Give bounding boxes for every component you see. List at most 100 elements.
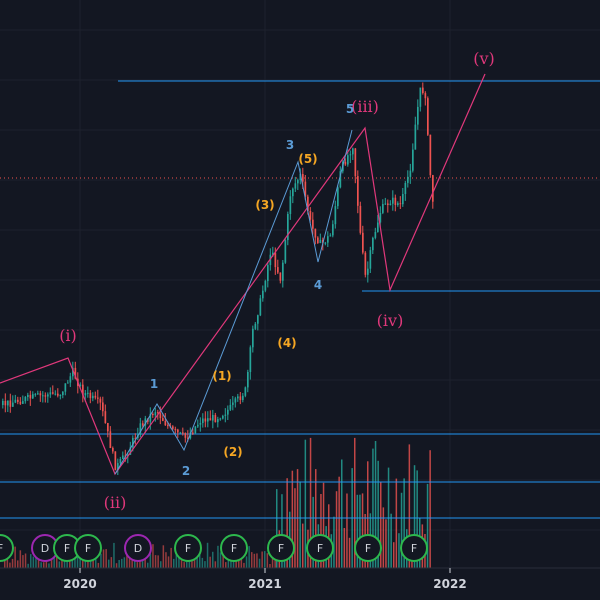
candle-body [357, 176, 359, 206]
candle-body [382, 204, 384, 213]
volume-bar [348, 537, 351, 568]
candle-body [312, 219, 314, 229]
volume-bar [416, 470, 418, 568]
volume-bar [100, 553, 102, 568]
candle-body [379, 213, 382, 223]
candle-body [82, 384, 84, 396]
candle-body [387, 203, 389, 205]
candle-body [7, 400, 9, 406]
wave-lines-layer[interactable] [0, 73, 486, 476]
candle-body [57, 393, 59, 396]
volume-bar [312, 496, 314, 568]
event-marker-label: F [64, 542, 70, 555]
volume-bar [110, 557, 113, 568]
volume-bar [346, 493, 348, 568]
candle-body [327, 236, 329, 243]
volume-bar [102, 549, 105, 568]
volume-bar [201, 557, 204, 568]
candle-body [64, 383, 67, 392]
candle-body [402, 194, 404, 205]
volume-bar [149, 554, 152, 568]
volume-bar [248, 546, 250, 568]
candle-body [262, 290, 264, 299]
wave-label-orange: (2) [223, 445, 242, 459]
volume-bar [356, 494, 359, 568]
candle-body [129, 447, 132, 455]
volume-bar [328, 504, 330, 568]
candle-body [237, 396, 239, 399]
candle-body [102, 402, 104, 412]
candle-body [94, 395, 97, 398]
candle-body [152, 413, 154, 416]
volume-bar [121, 558, 123, 568]
candle-body [159, 413, 162, 419]
volume-bar [377, 460, 379, 568]
candle-body [109, 431, 112, 448]
candle-body [69, 376, 72, 383]
candle-body [242, 395, 244, 400]
candle-body [247, 372, 249, 388]
candle-body [337, 187, 339, 207]
candle-body [229, 404, 232, 410]
volume-bar [315, 469, 317, 568]
candle-body [264, 281, 267, 291]
candle-body [297, 180, 299, 184]
volume-bar [115, 563, 118, 568]
volume-bar [320, 494, 322, 568]
event-marker-label: F [317, 542, 323, 555]
candle-body [9, 400, 12, 407]
candle-body [344, 161, 347, 165]
volume-bar [408, 444, 411, 568]
candle-body [144, 418, 147, 426]
volume-bar [40, 562, 42, 568]
candle-body [384, 203, 387, 205]
candle-body [234, 398, 237, 403]
earnings-marker [74, 534, 102, 562]
candle-body [107, 423, 109, 432]
candle-body [417, 106, 419, 125]
secondary-wave-line [114, 129, 353, 475]
candle-body [199, 423, 202, 425]
candle-body [374, 231, 377, 238]
candle-body [307, 196, 309, 211]
wave-label-blue: 3 [286, 138, 294, 152]
x-tick-label: 2021 [248, 577, 281, 591]
volume-bar [304, 439, 307, 568]
volume-bar [225, 562, 227, 568]
event-markers-layer[interactable]: FDFFDFFFFFF [0, 534, 428, 562]
event-marker-label: D [41, 542, 49, 555]
volume-bar [141, 555, 144, 568]
volume-bar [32, 556, 35, 568]
candle-body [299, 174, 302, 181]
candle-body [349, 154, 352, 156]
volume-bar [276, 489, 278, 568]
event-marker-label: D [134, 542, 142, 555]
candle-body [409, 170, 412, 177]
volume-bar [105, 549, 107, 568]
candle-body [34, 394, 37, 396]
candle-body [239, 396, 242, 400]
wave-labels-layer: (i) (ii) (iii) (iv) (v) (1) (2) (3) (4) (5) 1 2 3 4 5 [59, 49, 495, 512]
volume-bar [30, 554, 32, 568]
candle-body [164, 420, 167, 426]
candle-body [347, 155, 349, 165]
candle-body [209, 418, 212, 421]
candle-body [44, 395, 47, 397]
volume-bar [14, 546, 16, 568]
volume-bar [294, 488, 296, 568]
candle-body [422, 87, 424, 93]
volume-bar [193, 556, 196, 568]
volume-bar [258, 558, 261, 568]
volume-bar [144, 556, 146, 568]
candle-body [27, 394, 29, 397]
horizontal-lines-layer[interactable] [0, 80, 600, 519]
candle-body [389, 203, 392, 205]
volume-bar [261, 551, 263, 568]
volume-bar [385, 519, 387, 568]
candle-body [222, 415, 224, 419]
volume-bar [354, 437, 356, 568]
wave-label-orange: (3) [255, 198, 274, 212]
earnings-marker [306, 534, 334, 562]
